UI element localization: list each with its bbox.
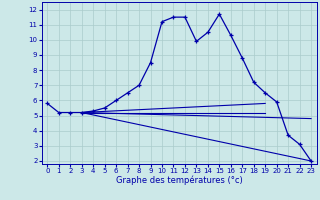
X-axis label: Graphe des températures (°c): Graphe des températures (°c) <box>116 176 243 185</box>
